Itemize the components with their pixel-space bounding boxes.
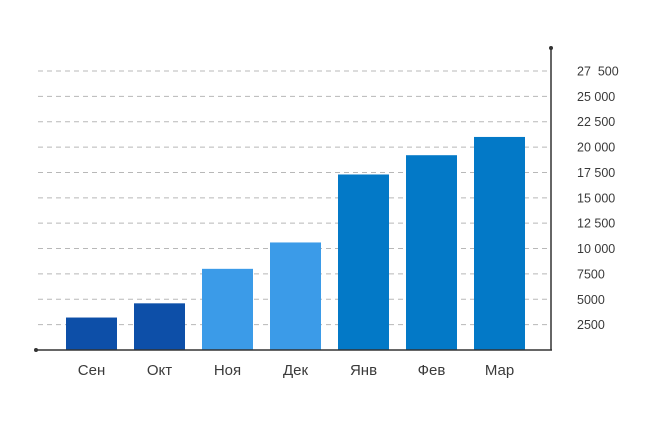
y-tick-labels: 2500 5000 7500 10 000 12 500 15 000 17 500 20 0… xyxy=(577,65,619,333)
y-tick-label: 22 500 xyxy=(577,115,615,129)
x-tick-label: Мар xyxy=(485,362,514,379)
y-axis-end-dot xyxy=(549,46,553,50)
x-tick-label: Фев xyxy=(418,362,446,379)
x-axis-end-dot xyxy=(34,348,38,352)
y-tick-label: 7500 xyxy=(577,267,605,281)
x-tick-label: Сен xyxy=(78,362,105,379)
x-tick-label: Дек xyxy=(283,362,309,379)
bar-1 xyxy=(66,317,117,350)
y-tick-label: 5000 xyxy=(577,293,605,307)
bar-7 xyxy=(474,136,525,350)
gridlines xyxy=(38,70,549,326)
y-tick-label: 27 500 xyxy=(577,65,619,79)
x-tick-label: Ноя xyxy=(214,362,241,379)
y-tick-label: 10 000 xyxy=(577,242,615,256)
bar-5 xyxy=(338,174,389,350)
bar-3 xyxy=(202,268,253,350)
x-tick-label: Окт xyxy=(147,362,172,379)
bars xyxy=(66,136,525,350)
y-tick-label: 17 500 xyxy=(577,166,615,180)
bar-4 xyxy=(270,242,321,350)
y-tick-label: 15 000 xyxy=(577,191,615,205)
x-tick-label: Янв xyxy=(350,362,377,379)
bar-6 xyxy=(406,155,457,350)
y-tick-label: 12 500 xyxy=(577,217,615,231)
x-tick-labels: Сен Окт Ноя Дек Янв Фев Мар xyxy=(78,362,514,379)
y-tick-label: 2500 xyxy=(577,318,605,332)
bar-2 xyxy=(134,303,185,350)
y-tick-label: 20 000 xyxy=(577,141,615,155)
y-tick-label: 25 000 xyxy=(577,90,615,104)
